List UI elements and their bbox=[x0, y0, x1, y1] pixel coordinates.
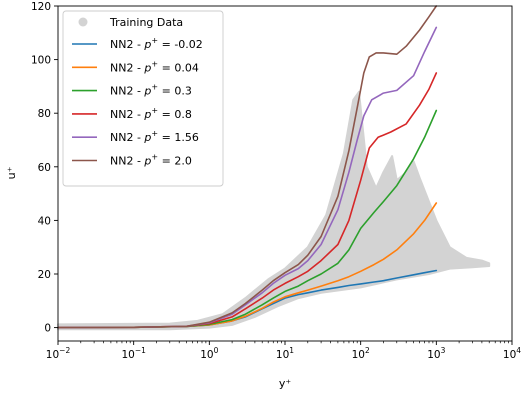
series-layer bbox=[57, 5, 438, 329]
x-tick-label: 102 bbox=[352, 346, 370, 361]
x-tick-label: 104 bbox=[503, 346, 521, 361]
series-line-4 bbox=[57, 72, 438, 329]
y-tick-label: 60 bbox=[38, 162, 51, 174]
legend: Training Data NN2 - p+ = -0.02 NN2 - p+ =… bbox=[62, 10, 224, 187]
series-line-5 bbox=[57, 26, 438, 329]
x-tick-label: 10−2 bbox=[46, 346, 71, 361]
training-data-band bbox=[57, 90, 491, 331]
legend-label-training: Training Data bbox=[109, 16, 183, 29]
legend-box bbox=[62, 10, 224, 187]
y-axis-label: u⁺ bbox=[5, 166, 18, 179]
y-axis: 0 20 40 60 80 100 120 bbox=[31, 1, 58, 335]
x-tick-label: 10−1 bbox=[121, 346, 146, 361]
x-axis-label: y⁺ bbox=[279, 377, 292, 390]
training-data-layer bbox=[57, 90, 491, 331]
y-tick-label: 40 bbox=[38, 215, 51, 227]
y-tick-label: 100 bbox=[31, 55, 51, 67]
y-tick-label: 80 bbox=[38, 108, 51, 120]
x-axis: 10−2 10−1 100 101 102 103 104 bbox=[46, 341, 521, 361]
y-tick-label: 20 bbox=[38, 269, 51, 281]
legend-label-4: NN2 - p+ = 0.8 bbox=[110, 106, 192, 121]
legend-label-3: NN2 - p+ = 0.3 bbox=[110, 83, 192, 98]
series-line-6 bbox=[57, 5, 438, 329]
legend-marker-training bbox=[78, 17, 88, 27]
y-tick-label: 120 bbox=[31, 1, 51, 13]
y-tick-label: 0 bbox=[44, 323, 51, 335]
legend-label-6: NN2 - p+ = 2.0 bbox=[110, 153, 192, 168]
legend-label-5: NN2 - p+ = 1.56 bbox=[110, 129, 199, 144]
legend-label-2: NN2 - p+ = 0.04 bbox=[110, 59, 199, 74]
x-tick-label: 103 bbox=[427, 346, 445, 361]
legend-label-1: NN2 - p+ = -0.02 bbox=[110, 36, 203, 51]
x-tick-label: 101 bbox=[276, 346, 294, 361]
series-line-3 bbox=[57, 109, 438, 329]
x-tick-label: 100 bbox=[200, 346, 218, 361]
